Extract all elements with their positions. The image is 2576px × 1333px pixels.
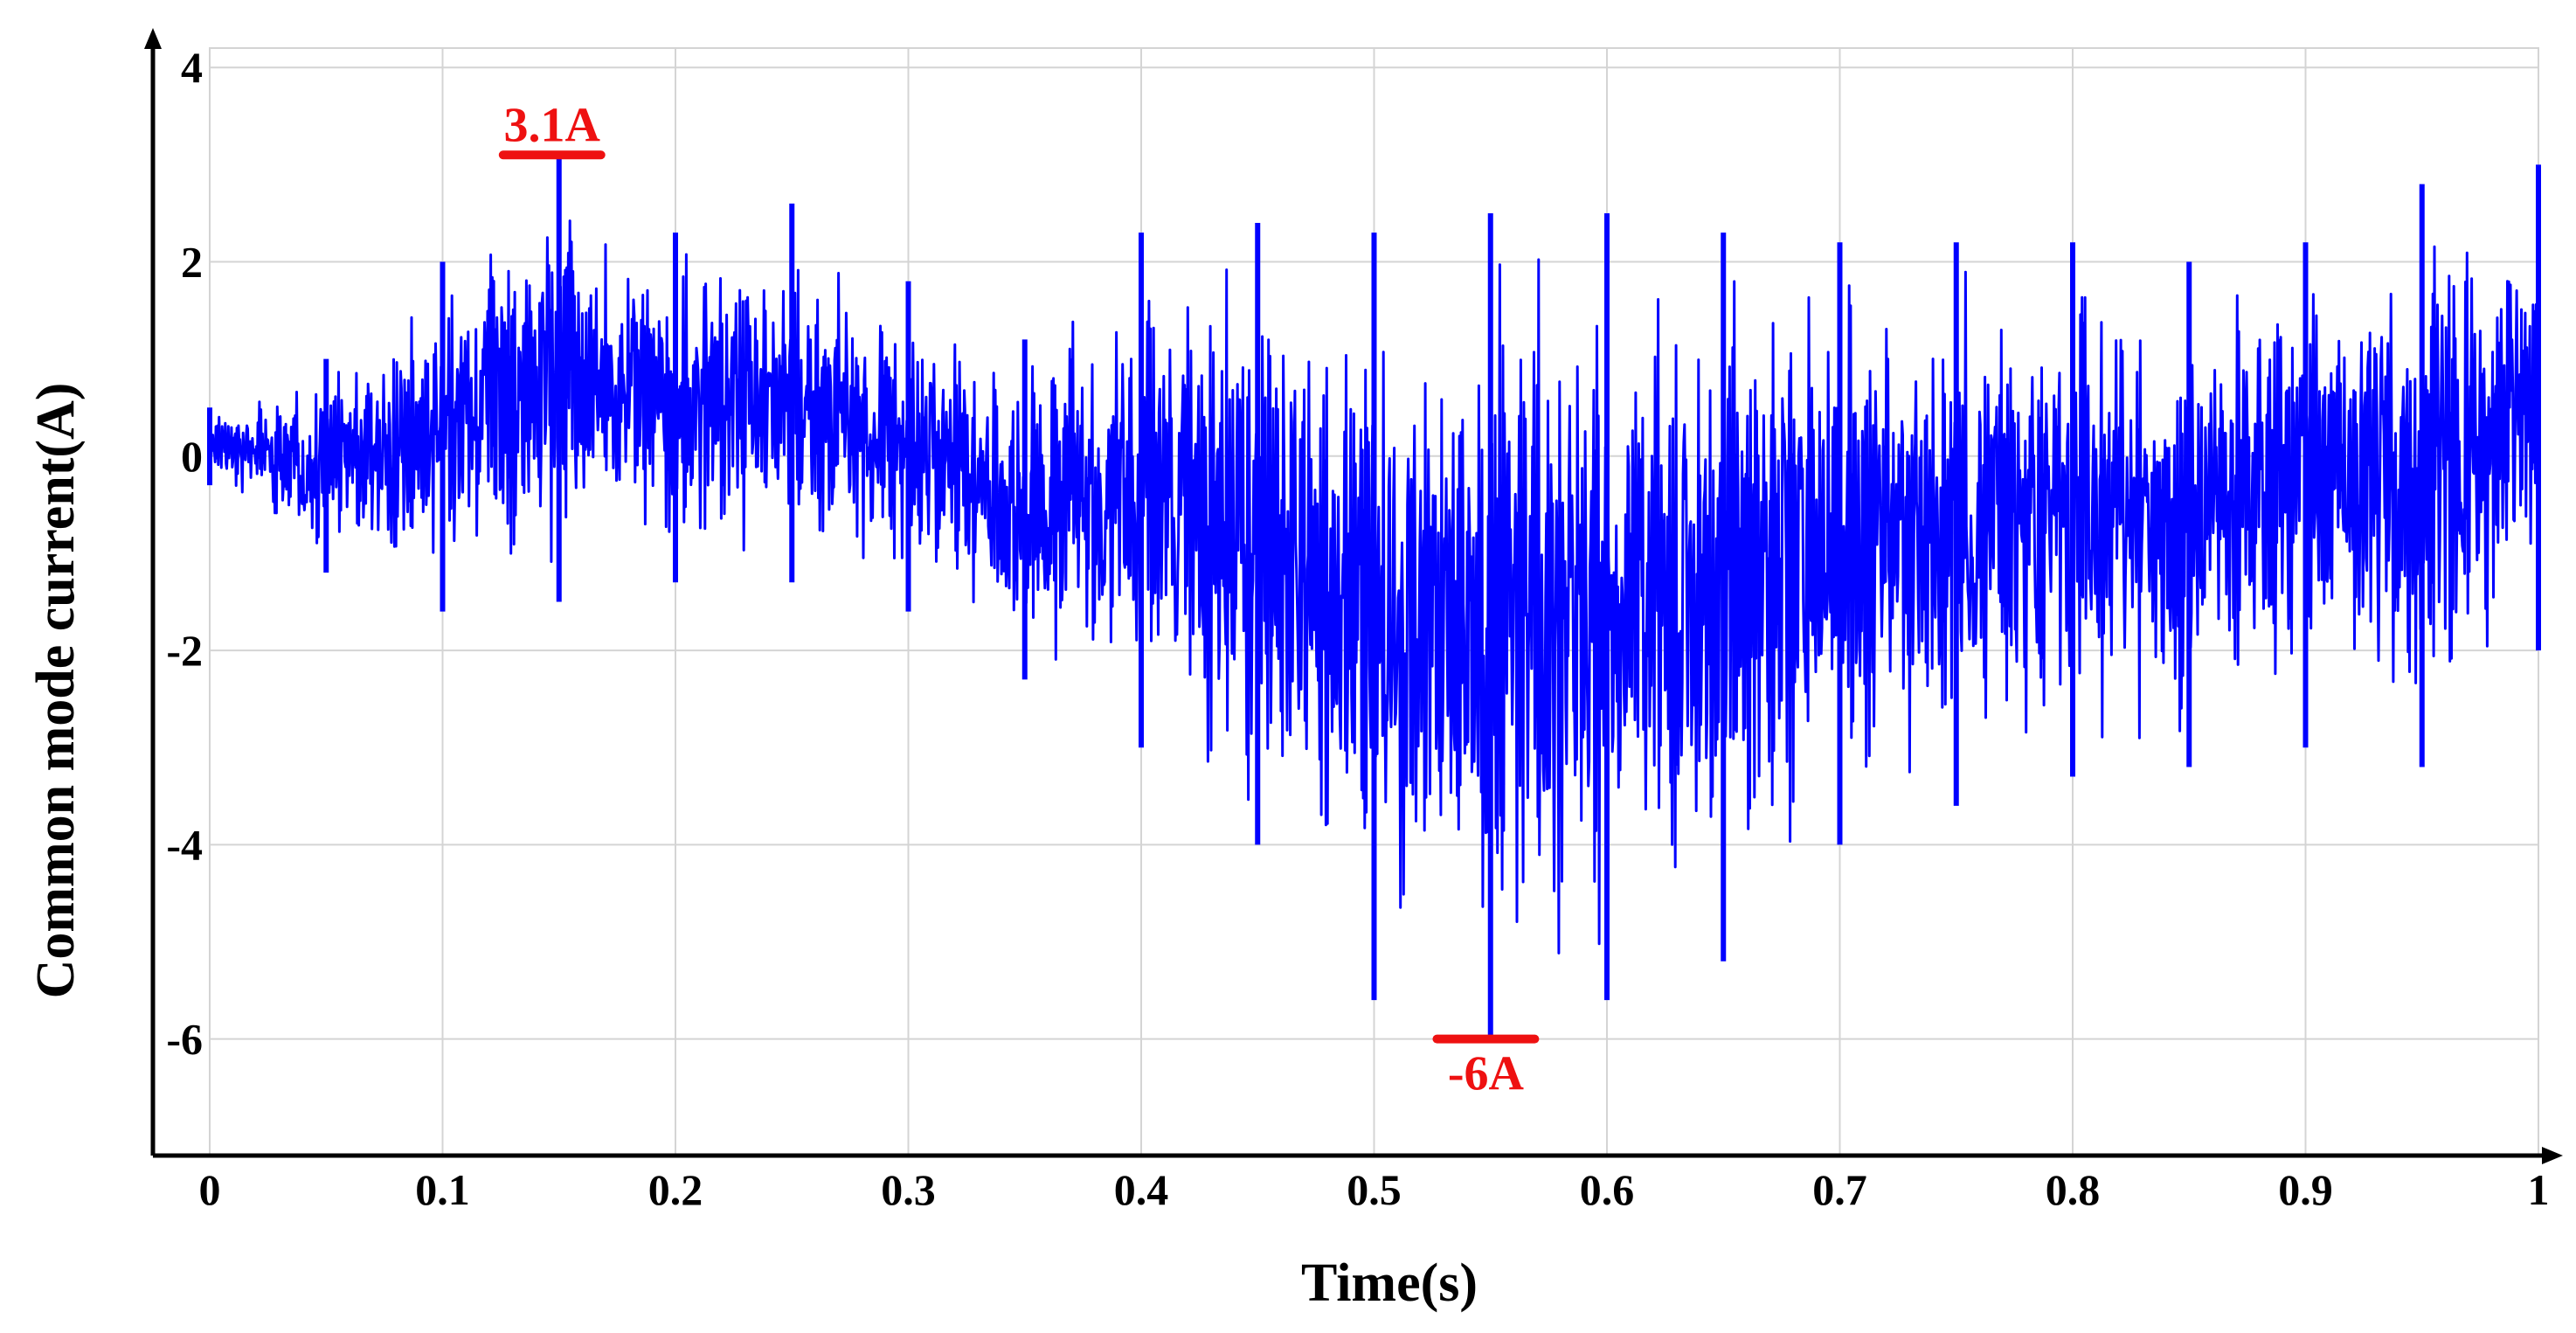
y-axis-title: Common mode current(A) bbox=[26, 383, 86, 999]
y-tick-label: 0 bbox=[181, 432, 203, 481]
x-tick-label: 0.6 bbox=[1580, 1165, 1635, 1214]
x-tick-label: 0.5 bbox=[1347, 1165, 1402, 1214]
x-tick-label: 0 bbox=[199, 1165, 221, 1214]
annotations: 3.1A -6A bbox=[498, 98, 1540, 1101]
x-tick-label: 0.3 bbox=[881, 1165, 936, 1214]
x-tick-label: 0.2 bbox=[648, 1165, 703, 1214]
x-tick-label: 0.4 bbox=[1114, 1165, 1169, 1214]
y-tick-label: 4 bbox=[181, 43, 203, 92]
x-tick-label: 1 bbox=[2528, 1165, 2550, 1214]
y-tick-label: -2 bbox=[166, 626, 203, 675]
x-axis-title: Time(s) bbox=[1301, 1253, 1478, 1313]
x-tick-label: 0.8 bbox=[2046, 1165, 2101, 1214]
series-group bbox=[207, 155, 2541, 1039]
annotation-label: -6A bbox=[1448, 1047, 1525, 1101]
y-tick-label: -4 bbox=[166, 820, 203, 869]
annotation-label: 3.1A bbox=[504, 98, 601, 152]
tick-labels: 0 0.1 0.2 0.3 0.4 0.5 0.6 0.7 0.8 0.9 1 4 2 0 -2 -4 -6 bbox=[166, 43, 2549, 1214]
x-tick-label: 0.9 bbox=[2278, 1165, 2333, 1214]
x-tick-label: 0.1 bbox=[415, 1165, 470, 1214]
y-axis-arrow-icon bbox=[144, 28, 162, 49]
y-tick-label: -6 bbox=[166, 1015, 203, 1064]
x-axis-arrow-icon bbox=[2542, 1147, 2563, 1164]
x-tick-label: 0.7 bbox=[1812, 1165, 1867, 1214]
axes bbox=[144, 28, 2563, 1164]
y-tick-label: 2 bbox=[181, 238, 203, 287]
